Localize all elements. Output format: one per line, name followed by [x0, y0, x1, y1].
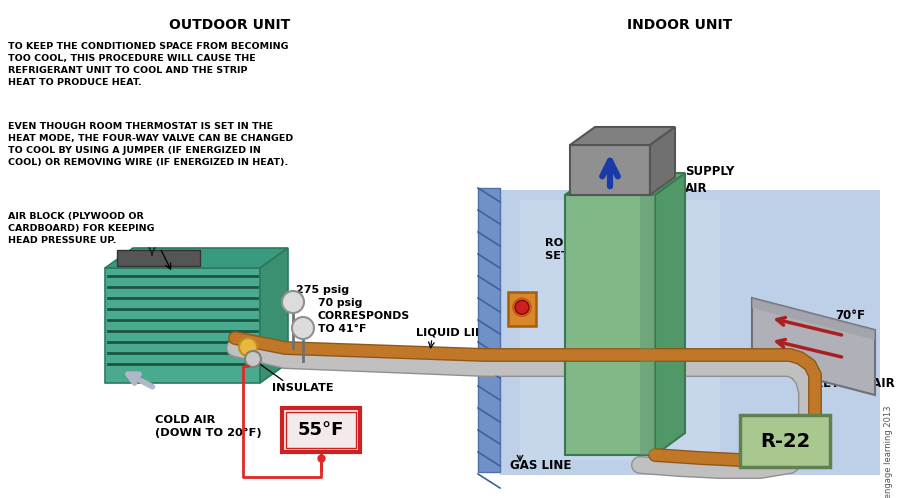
- Bar: [286, 412, 356, 448]
- Text: GAS LINE: GAS LINE: [510, 459, 572, 472]
- Text: 275 psig: 275 psig: [296, 285, 349, 295]
- Polygon shape: [570, 127, 675, 145]
- Bar: [282, 408, 360, 452]
- Text: RETURN AIR: RETURN AIR: [814, 377, 895, 390]
- Polygon shape: [260, 248, 288, 383]
- Text: SUPPLY
AIR: SUPPLY AIR: [685, 165, 734, 195]
- Text: EVEN THOUGH ROOM THERMOSTAT IS SET IN THE
HEAT MODE, THE FOUR-WAY VALVE CAN BE C: EVEN THOUGH ROOM THERMOSTAT IS SET IN TH…: [8, 122, 293, 167]
- Text: INDOOR UNIT: INDOOR UNIT: [627, 18, 733, 32]
- Text: © Cengage learning 2013: © Cengage learning 2013: [884, 405, 893, 498]
- Bar: [500, 190, 880, 475]
- Polygon shape: [105, 248, 288, 268]
- Bar: [570, 145, 650, 195]
- Circle shape: [245, 351, 261, 367]
- Polygon shape: [565, 173, 685, 195]
- Polygon shape: [105, 268, 260, 383]
- Text: 70°F: 70°F: [835, 309, 865, 322]
- Text: 55°F: 55°F: [298, 421, 344, 439]
- Text: COLD AIR
(DOWN TO 20°F): COLD AIR (DOWN TO 20°F): [155, 415, 262, 438]
- Text: LIQUID LINE: LIQUID LINE: [416, 327, 492, 337]
- Text: TO KEEP THE CONDITIONED SPACE FROM BECOMING
TOO COOL, THIS PROCEDURE WILL CAUSE : TO KEEP THE CONDITIONED SPACE FROM BECOM…: [8, 42, 289, 88]
- Text: AIR BLOCK (PLYWOOD OR
CARDBOARD) FOR KEEPING
HEAD PRESSURE UP.: AIR BLOCK (PLYWOOD OR CARDBOARD) FOR KEE…: [8, 212, 155, 246]
- Text: ROOM THERMOSTAT
SET TO HEAT: ROOM THERMOSTAT SET TO HEAT: [545, 238, 674, 261]
- Circle shape: [239, 338, 257, 356]
- Polygon shape: [752, 298, 875, 395]
- Bar: [640, 195, 655, 455]
- Polygon shape: [752, 298, 875, 340]
- Polygon shape: [650, 127, 675, 195]
- Text: 70 psig
CORRESPONDS
TO 41°F: 70 psig CORRESPONDS TO 41°F: [318, 298, 410, 334]
- Text: R-22: R-22: [760, 431, 810, 451]
- Circle shape: [292, 317, 314, 339]
- Bar: [740, 415, 830, 467]
- Text: OUTDOOR UNIT: OUTDOOR UNIT: [169, 18, 291, 32]
- Polygon shape: [655, 173, 685, 455]
- Circle shape: [515, 300, 529, 314]
- Bar: [565, 195, 655, 455]
- Bar: [478, 188, 500, 472]
- Circle shape: [282, 291, 304, 313]
- Text: INSULATE: INSULATE: [272, 383, 334, 393]
- Polygon shape: [117, 250, 200, 266]
- Bar: [508, 292, 536, 326]
- Bar: [520, 200, 720, 460]
